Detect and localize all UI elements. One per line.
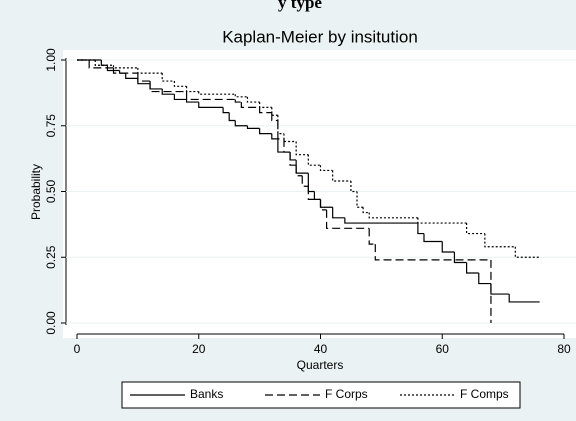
km-step (106, 65, 120, 72)
km-step (234, 120, 248, 127)
km-step (325, 209, 370, 229)
km-step (484, 233, 516, 248)
y-tick-label: 0.50 (44, 179, 58, 203)
km-step (149, 81, 187, 93)
km-step (374, 244, 491, 261)
km-step (198, 91, 236, 95)
x-tick-label: 20 (192, 342, 206, 356)
km-step (289, 152, 297, 166)
km-step (344, 217, 418, 224)
km-step (259, 107, 272, 114)
km-step (259, 128, 272, 135)
x-tick-label: 40 (314, 342, 328, 356)
km-step (185, 91, 236, 101)
km-step (307, 186, 321, 200)
km-step (173, 81, 187, 87)
km-step (222, 107, 230, 114)
km-step (277, 120, 284, 140)
km-step (137, 73, 151, 82)
km-step (234, 94, 248, 98)
km-step (283, 138, 291, 153)
km-step (173, 94, 187, 101)
km-step (240, 102, 260, 108)
legend-label: F Comps (460, 387, 509, 401)
km-step (319, 199, 327, 211)
km-step (356, 191, 364, 208)
km-step (466, 262, 479, 274)
legend-label: Banks (190, 387, 223, 401)
km-step (161, 73, 175, 82)
km-step (368, 228, 376, 245)
km-step (295, 165, 303, 177)
km-step (185, 99, 199, 103)
plot-region (63, 50, 576, 338)
km-step (417, 223, 424, 235)
km-step (441, 241, 455, 253)
y-tick-label: 0.75 (44, 114, 58, 138)
km-step (246, 125, 260, 129)
km-step (271, 112, 278, 122)
chart-title: Kaplan-Meier by insitution (222, 27, 418, 46)
km-step (478, 273, 491, 285)
km-step (198, 102, 224, 108)
km-step (246, 96, 260, 103)
x-tick-label: 60 (436, 342, 450, 356)
km-step (112, 65, 138, 69)
km-step (94, 60, 114, 66)
page-heading: y type (278, 0, 322, 12)
km-step (185, 86, 199, 93)
km-step (417, 217, 467, 224)
x-tick-label: 0 (74, 342, 81, 356)
km-step (112, 67, 138, 74)
km-step (161, 88, 175, 95)
km-step (332, 207, 345, 219)
km-step (271, 133, 278, 140)
km-step (259, 102, 272, 108)
km-step (508, 294, 540, 303)
km-step (453, 251, 467, 264)
km-step (283, 133, 297, 143)
km-step (423, 233, 443, 243)
km-step (295, 141, 309, 156)
km-step (228, 112, 236, 122)
km-step (319, 165, 333, 172)
km-step (301, 175, 309, 187)
km-step (362, 207, 370, 214)
km-step (368, 212, 418, 219)
x-tick-label: 80 (557, 342, 571, 356)
y-tick-label: 0.25 (44, 245, 58, 269)
y-tick-label: 1.00 (44, 48, 58, 72)
km-step (100, 60, 108, 66)
y-axis-label: Probability (29, 164, 43, 220)
km-step (125, 73, 138, 80)
km-step (88, 60, 114, 69)
km-step (137, 67, 163, 74)
km-step (234, 99, 242, 103)
x-axis-label: Quarters (297, 358, 344, 372)
legend-label: F Corps (325, 387, 368, 401)
y-tick-label: 0.00 (44, 311, 58, 335)
